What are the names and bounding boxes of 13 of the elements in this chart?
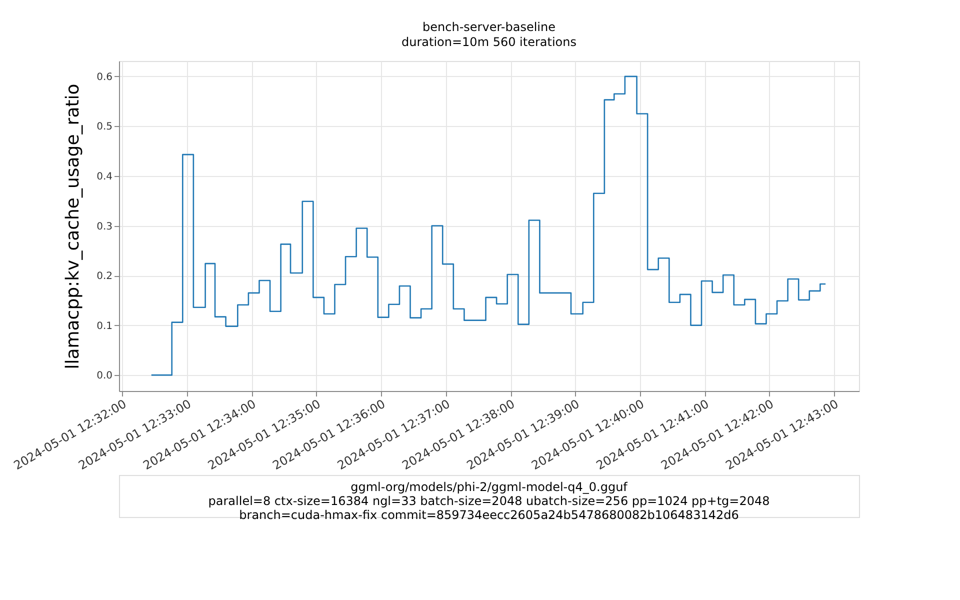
chart-subtitle: duration=10m 560 iterations [402,35,576,49]
y-tick-label: 0.3 [96,221,112,232]
y-tick-label: 0.1 [96,320,112,332]
y-tick-label: 0.2 [96,271,112,282]
y-tick-label: 0.6 [96,72,112,83]
text: branch=cuda-hmax-fix commit=859734eecc2605a24b5478680082b106483142d6 [239,508,739,522]
y-tick-label: 0.4 [96,171,112,182]
y-tick-label: 0.0 [96,370,112,382]
y-tick-label: 0.5 [96,122,112,133]
y-axis-title: llamacpp:kv_cache_usage_ratio [62,84,84,370]
text: ggml-org/models/phi-2/ggml-model-q4_0.gguf [350,480,628,494]
chart-title: bench-server-baseline [422,20,556,34]
text: parallel=8 ctx-size=16384 ngl=33 batch-size=2048 ubatch-size=256 pp=1024 pp+tg=2048 [208,494,770,508]
